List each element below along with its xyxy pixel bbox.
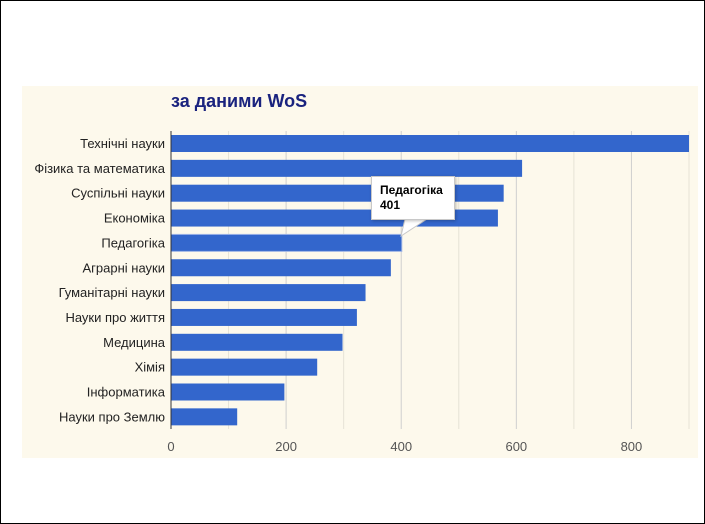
category-label: Аграрні науки [83,260,166,275]
chart-title: за даними WoS [171,91,308,111]
tooltip-value: 401 [380,198,401,212]
chart-tooltip: Педагогіка 401 [371,176,455,220]
x-tick-label: 200 [275,439,297,454]
bar [171,333,343,351]
x-tick-label: 600 [505,439,527,454]
bar [171,358,318,376]
bar [171,383,285,401]
category-label: Науки про Землю [59,409,165,424]
category-label: Фізика та математика [34,161,165,176]
category-label: Хімія [135,360,165,375]
category-label: Педагогіка [101,235,165,250]
category-label: Технічні науки [80,136,165,151]
category-label: Науки про життя [65,310,165,325]
bar [171,135,689,152]
x-tick-label: 0 [167,439,174,454]
tooltip-category: Педагогіка [380,183,443,197]
bar [171,408,238,426]
bar [171,234,402,252]
x-tick-label: 800 [621,439,643,454]
bar [171,259,391,277]
category-label: Медицина [103,335,166,350]
tooltip-pointer [400,218,429,238]
x-tick-label: 400 [390,439,412,454]
bar [171,308,357,326]
category-label: Інформатика [87,385,166,400]
bar [171,159,523,177]
category-label: Гуманітарні науки [59,285,165,300]
bar [171,284,366,302]
category-label: Суспільні науки [71,186,165,201]
category-label: Економіка [104,211,166,226]
